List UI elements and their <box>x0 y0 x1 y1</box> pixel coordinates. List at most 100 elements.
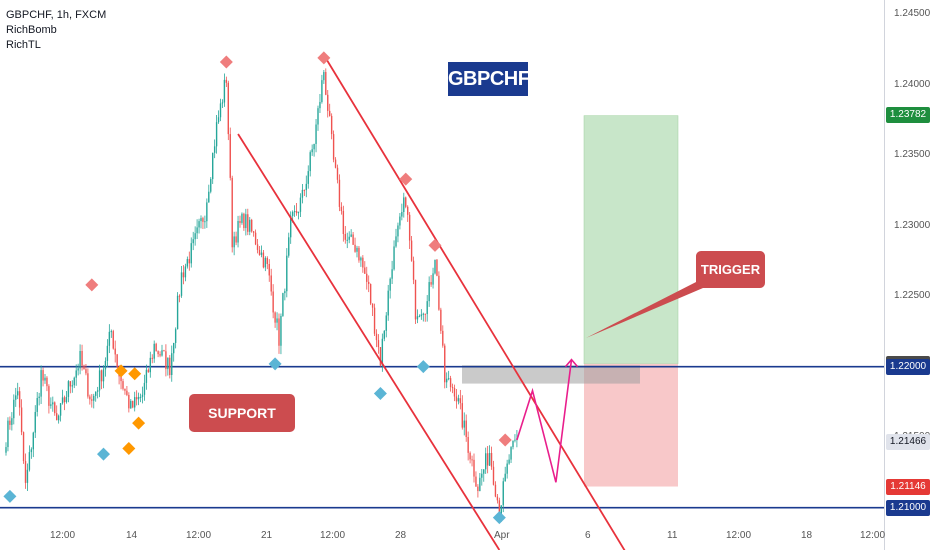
time-tick-label: 12:00 <box>860 530 886 541</box>
pivot-marker-high <box>317 51 331 65</box>
candle-body <box>139 396 142 398</box>
time-tick-label: 12:00 <box>726 530 752 541</box>
candle-body <box>116 354 118 368</box>
candle-body <box>325 72 327 95</box>
candle-body <box>245 214 247 229</box>
candle-body <box>309 152 311 172</box>
candle-body <box>288 237 290 256</box>
candle-body <box>360 257 362 261</box>
candle-body <box>356 247 358 252</box>
candle-body <box>459 398 462 404</box>
candle-body <box>348 236 350 240</box>
candle-body <box>180 272 183 296</box>
pivot-marker-mid <box>132 416 146 430</box>
candle-body <box>260 252 263 255</box>
candle-body <box>32 432 34 450</box>
candle-body <box>114 348 116 355</box>
candle-body <box>132 400 134 408</box>
price-axis[interactable]: 1.24500 1.24000 1.23500 1.23000 1.22500 1.220… <box>884 0 932 550</box>
candle-body <box>399 216 401 226</box>
candle-body <box>89 396 91 400</box>
candle-body <box>368 281 370 285</box>
candle-body <box>397 225 399 237</box>
time-tick-label: 14 <box>126 530 138 541</box>
candle-body <box>243 213 245 229</box>
candle-body <box>212 152 214 180</box>
trigger-label: TRIGGER <box>696 251 765 288</box>
candle-body <box>381 338 384 366</box>
candle-body <box>295 211 298 214</box>
candle-body <box>200 218 202 222</box>
candle-body <box>252 231 255 233</box>
candle-body <box>317 108 319 125</box>
candle-body <box>34 411 36 433</box>
price-tag: 1.23782 <box>886 107 930 124</box>
candle-body <box>475 476 477 487</box>
candle-body <box>65 396 68 403</box>
pivot-marker-low <box>416 360 430 374</box>
candle-body <box>145 369 148 383</box>
candle-body <box>120 376 122 382</box>
candle-body <box>469 452 471 460</box>
channel-lower-line <box>237 133 501 550</box>
candle-body <box>338 179 341 207</box>
candle-body <box>167 357 169 370</box>
candle-body <box>492 466 495 485</box>
candle-body <box>151 357 153 359</box>
candle-body <box>490 452 493 467</box>
time-tick-label: 18 <box>801 530 813 541</box>
candle-body <box>176 295 179 330</box>
candle-body <box>235 236 237 243</box>
candle-body <box>159 354 161 356</box>
pivot-marker-low <box>3 489 17 503</box>
candle-body <box>219 103 222 118</box>
pivot-marker-high <box>498 433 512 447</box>
candle-body <box>334 159 337 168</box>
candle-body <box>274 312 276 323</box>
candle-body <box>282 293 284 316</box>
candle-body <box>276 318 278 323</box>
time-tick-label: 21 <box>261 530 273 541</box>
candle-body <box>410 240 413 261</box>
candle-body <box>438 275 440 310</box>
pivot-marker-high <box>219 55 233 69</box>
candle-body <box>24 461 27 483</box>
candle-body <box>481 473 483 478</box>
candle-body <box>371 303 374 308</box>
candle-body <box>186 259 189 267</box>
indicator-richbomb[interactable]: RichBomb <box>6 24 57 36</box>
candle-body <box>512 440 514 448</box>
candle-body <box>231 177 233 248</box>
pivot-marker-mid <box>128 367 142 381</box>
candle-body <box>38 396 40 399</box>
candle-body <box>30 449 33 453</box>
candle-body <box>135 397 138 400</box>
projection-arrowhead <box>564 358 579 368</box>
candle-body <box>350 234 352 237</box>
indicator-richtl[interactable]: RichTL <box>6 39 41 51</box>
price-tick-label: 1.23000 <box>894 219 931 231</box>
candle-body <box>483 469 485 474</box>
pivot-marker-low <box>268 357 282 371</box>
candle-body <box>422 313 424 315</box>
candle-body <box>190 243 192 264</box>
candle-body <box>477 486 479 492</box>
candle-body <box>137 396 140 400</box>
candle-body <box>173 342 175 354</box>
candle-body <box>40 370 42 397</box>
candle-body <box>266 257 268 264</box>
candle-body <box>143 382 146 395</box>
candle-body <box>163 350 165 352</box>
candle-body <box>344 234 346 240</box>
candle-body <box>510 447 512 460</box>
candle-body <box>262 252 265 268</box>
price-tag: 1.21000 <box>886 499 930 516</box>
candle-body <box>237 221 239 243</box>
candle-body <box>169 357 171 376</box>
candle-body <box>196 227 198 234</box>
candle-body <box>461 403 463 428</box>
candle-body <box>42 370 44 381</box>
candle-body <box>182 272 185 278</box>
